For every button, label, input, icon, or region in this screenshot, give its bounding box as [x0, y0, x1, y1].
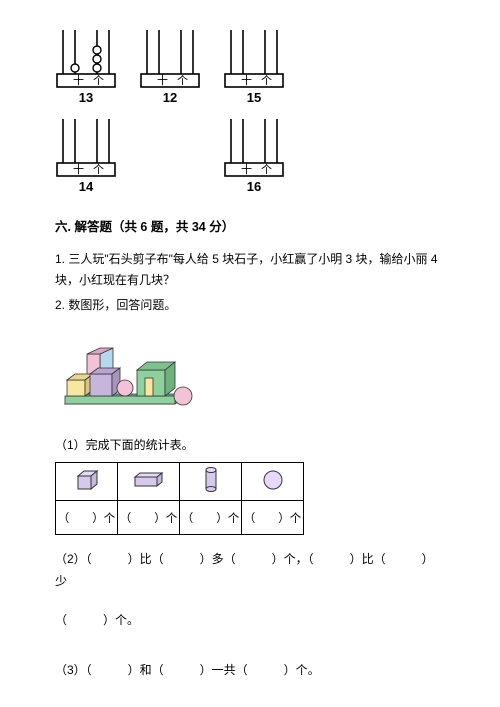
question-2: 2. 数图形，回答问题。	[55, 295, 445, 316]
abacus-number: 13	[79, 90, 93, 105]
tens-label: 十	[73, 73, 84, 87]
abacus-15: 十 个 15	[223, 30, 285, 105]
question-1: 1. 三人玩"石头剪子布"每人给 5 块石子，小红赢了小明 3 块，输给小丽 4…	[55, 249, 445, 291]
section-6-header: 六. 解答题（共 6 题，共 34 分）	[55, 216, 445, 235]
shapes-figure	[55, 326, 445, 419]
abacus-14: 十 个 14	[55, 119, 117, 194]
svg-text:十: 十	[241, 162, 252, 176]
sub-question-2: （2）（ ）比（ ）多（ ）个，（ ）比（ ）少	[55, 549, 445, 592]
svg-text:个: 个	[93, 163, 104, 176]
table-icon-cube	[56, 463, 118, 501]
statistics-table: （ ）个 （ ）个 （ ）个 （ ）个	[55, 462, 304, 535]
abacus-row-2: 十 个 14 十 个 16	[55, 119, 445, 194]
abacus-number: 15	[247, 90, 261, 105]
table-icon-cylinder	[180, 463, 242, 501]
sub-question-1: （1）完成下面的统计表。	[55, 435, 445, 456]
abacus-13: 十 个 13	[55, 30, 117, 105]
table-icon-sphere	[242, 463, 304, 501]
svg-text:十: 十	[73, 162, 84, 176]
abacus-number: 16	[247, 179, 261, 194]
table-cell: （ ）个	[118, 501, 180, 535]
table-cell: （ ）个	[56, 501, 118, 535]
table-cell: （ ）个	[180, 501, 242, 535]
svg-text:个: 个	[261, 163, 272, 176]
svg-text:十: 十	[157, 73, 168, 87]
sub-question-3: （3）（ ）和（ ）一共（ ）个。	[55, 660, 445, 682]
svg-text:个: 个	[261, 74, 272, 87]
abacus-16: 十 个 16	[223, 119, 285, 194]
svg-text:个: 个	[177, 74, 188, 87]
abacus-row-1: 十 个 13 十 个 12 十 个 15	[55, 30, 445, 105]
svg-text:十: 十	[241, 73, 252, 87]
abacus-number: 14	[79, 179, 93, 194]
table-cell: （ ）个	[242, 501, 304, 535]
table-icon-cuboid	[118, 463, 180, 501]
ones-label: 个	[93, 74, 104, 87]
abacus-number: 12	[163, 90, 177, 105]
sub-question-2-line2: （ ）个。	[55, 610, 445, 632]
abacus-12: 十 个 12	[139, 30, 201, 105]
